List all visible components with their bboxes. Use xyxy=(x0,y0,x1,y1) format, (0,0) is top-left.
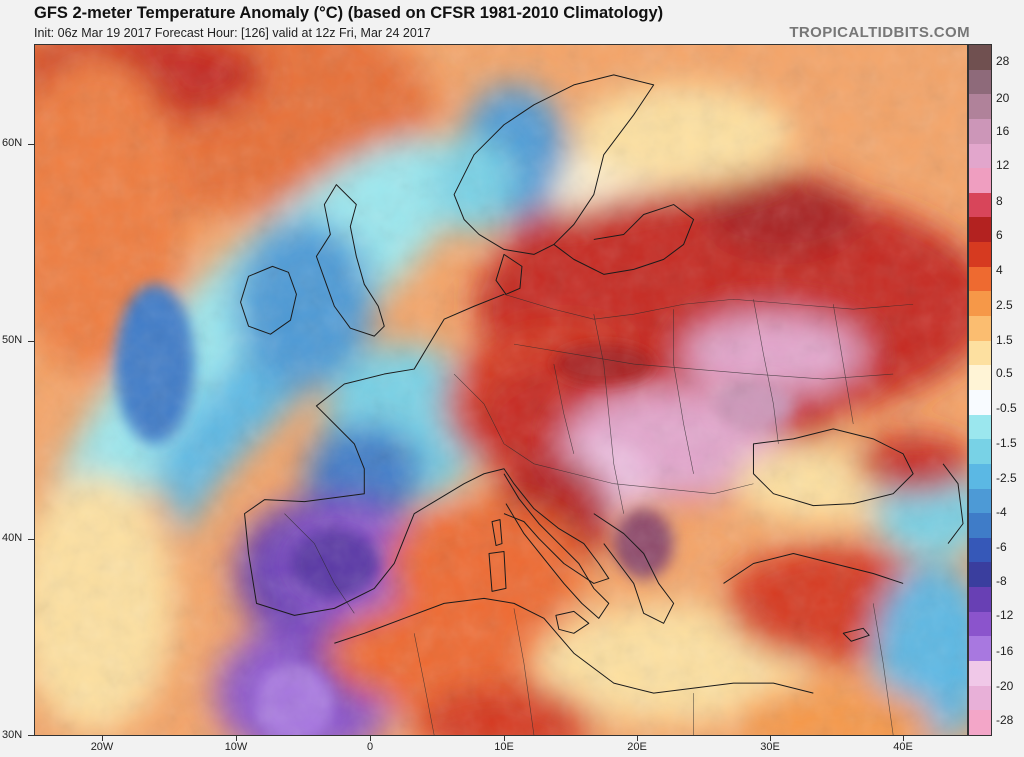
colorbar-segment xyxy=(969,217,991,243)
lon-label-30e: 30E xyxy=(760,741,780,753)
colorbar-label: -1.5 xyxy=(996,436,1017,450)
lat-label-30n: 30N xyxy=(2,729,23,741)
lon-tick xyxy=(102,736,103,741)
colorbar-label: -16 xyxy=(996,644,1014,658)
lon-tick xyxy=(504,736,505,741)
colorbar-segment xyxy=(969,587,991,612)
colorbar-segment xyxy=(969,118,991,144)
run-info: Init: 06z Mar 19 2017 Forecast Hour: [12… xyxy=(34,26,431,40)
colorbar-label: -28 xyxy=(996,713,1014,727)
lon-label-20e: 20E xyxy=(627,741,647,753)
country-borders xyxy=(284,293,914,735)
lon-tick xyxy=(236,736,237,741)
colorbar-label: 8 xyxy=(996,194,1003,208)
colorbar-label: -0.5 xyxy=(996,401,1017,415)
colorbar-segment xyxy=(969,611,991,637)
colorbar-segment xyxy=(969,562,991,588)
colorbar-segment xyxy=(969,69,991,95)
colorbar-segment xyxy=(969,661,991,686)
colorbar-segment xyxy=(969,513,991,538)
lon-label-10w: 10W xyxy=(224,741,248,753)
lon-label-10e: 10E xyxy=(494,741,514,753)
lon-tick xyxy=(637,736,638,741)
header: GFS 2-meter Temperature Anomaly (°C) (ba… xyxy=(0,0,1024,44)
colorbar-label: 0.5 xyxy=(996,366,1013,380)
colorbar-segment xyxy=(969,316,991,341)
colorbar-segment xyxy=(969,291,991,317)
colorbar-label: -8 xyxy=(996,574,1007,588)
colorbar-segment xyxy=(969,439,991,464)
lat-label-60n: 60N xyxy=(2,137,23,149)
colorbar-segment xyxy=(969,414,991,440)
lat-tick xyxy=(28,539,34,540)
colorbar-segment xyxy=(969,45,991,70)
anomaly-map xyxy=(35,45,967,735)
colorbar-label: -6 xyxy=(996,540,1007,554)
colorbar-segment xyxy=(969,636,991,662)
colorbar xyxy=(968,44,992,736)
coastlines xyxy=(240,74,964,694)
colorbar-segment xyxy=(969,365,991,390)
colorbar-segment xyxy=(969,266,991,292)
colorbar-segment xyxy=(969,685,991,711)
lon-tick xyxy=(370,736,371,741)
colorbar-segment xyxy=(969,168,991,193)
lat-tick xyxy=(28,144,34,145)
colorbar-segment xyxy=(969,340,991,366)
colorbar-segment xyxy=(969,463,991,489)
colorbar-label: 20 xyxy=(996,91,1010,105)
colorbar-label: 12 xyxy=(996,158,1010,172)
brand-watermark: TROPICALTIDBITS.COM xyxy=(789,24,970,41)
colorbar-segment xyxy=(969,710,991,735)
colorbar-segment xyxy=(969,192,991,218)
colorbar-label: -20 xyxy=(996,679,1014,693)
colorbar-label: -4 xyxy=(996,505,1007,519)
colorbar-label: -2.5 xyxy=(996,471,1017,485)
lon-label-20w: 20W xyxy=(90,741,114,753)
colorbar-segment xyxy=(969,389,991,415)
colorbar-label: 4 xyxy=(996,263,1003,277)
map-title: GFS 2-meter Temperature Anomaly (°C) (ba… xyxy=(34,4,664,22)
lat-label-40n: 40N xyxy=(2,532,23,544)
map-panel xyxy=(34,44,968,736)
colorbar-label: 1.5 xyxy=(996,333,1013,347)
colorbar-label: -12 xyxy=(996,608,1014,622)
lon-label-40e: 40E xyxy=(893,741,913,753)
colorbar-label: 28 xyxy=(996,54,1010,68)
lon-tick xyxy=(903,736,904,741)
colorbar-segment xyxy=(969,94,991,119)
lat-label-50n: 50N xyxy=(2,334,23,346)
colorbar-label: 2.5 xyxy=(996,298,1013,312)
colorbar-segment xyxy=(969,488,991,514)
colorbar-segment xyxy=(969,143,991,169)
lat-tick xyxy=(28,341,34,342)
lon-tick xyxy=(770,736,771,741)
lat-tick xyxy=(28,735,34,736)
colorbar-segment xyxy=(969,242,991,267)
colorbar-label: 16 xyxy=(996,124,1010,138)
colorbar-label: 6 xyxy=(996,228,1003,242)
lon-label-0: 0 xyxy=(366,741,374,753)
colorbar-segment xyxy=(969,537,991,563)
